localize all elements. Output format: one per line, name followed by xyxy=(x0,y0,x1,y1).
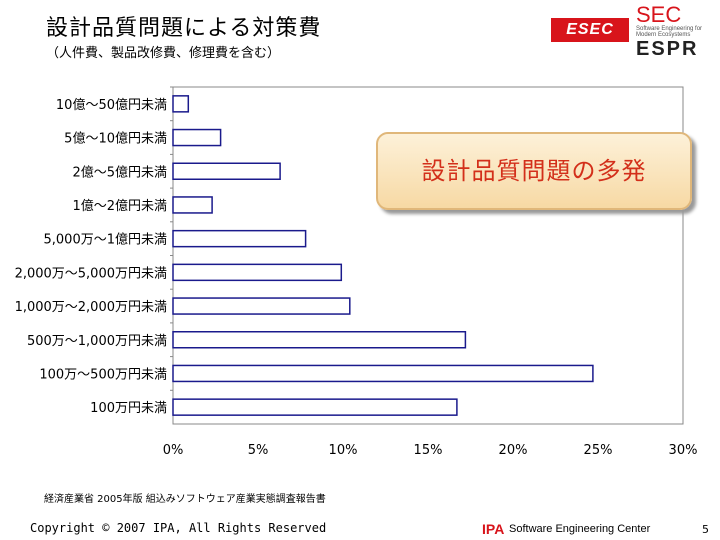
y-tick-label: 2億～5億円未満 xyxy=(72,164,167,180)
bar xyxy=(172,398,458,416)
bar xyxy=(172,95,190,113)
y-tick-label: 10億～50億円未満 xyxy=(56,97,167,113)
x-tick-label: 30% xyxy=(669,443,698,458)
sec-logo: SEC xyxy=(636,2,682,27)
page-subtitle: （人件費、製品改修費、修理費を含む） xyxy=(46,46,281,61)
bar xyxy=(172,297,351,315)
bar xyxy=(172,229,307,248)
bar xyxy=(172,196,213,214)
page-number: 5 xyxy=(702,523,709,536)
x-tick-label: 0% xyxy=(163,443,184,458)
y-tick-label: 5億～10億円未満 xyxy=(64,131,167,147)
copyright-text: Copyright © 2007 IPA, All Rights Reserve… xyxy=(30,521,327,535)
bar xyxy=(172,331,467,349)
x-tick-label: 15% xyxy=(414,443,443,458)
bar xyxy=(172,162,281,180)
y-tick-label: 5,000万～1億円未満 xyxy=(44,232,168,248)
y-tick-label: 1億～2億円未満 xyxy=(72,198,167,214)
source-note: 経済産業省 2005年版 組込みソフトウェア産業実態調査報告書 xyxy=(44,494,326,505)
y-tick-label: 500万～1,000万円未満 xyxy=(27,334,167,349)
ipa-logo: IPA xyxy=(482,521,505,537)
callout-box: 設計品質問題の多発 xyxy=(376,132,692,210)
x-tick-label: 25% xyxy=(584,443,613,458)
x-tick-label: 20% xyxy=(499,443,528,458)
bar xyxy=(172,364,594,383)
sec-logo-subtext: Software Engineering for Modern Ecosyste… xyxy=(636,26,703,38)
sec-center-label: Software Engineering Center xyxy=(509,523,651,535)
y-tick-label: 2,000万～5,000万円未満 xyxy=(15,266,167,281)
bar xyxy=(172,128,222,147)
espr-logo: ESPR xyxy=(636,38,699,60)
x-tick-label: 10% xyxy=(329,443,358,458)
esec-logo: ESEC xyxy=(551,18,629,42)
y-tick-label: 1,000万～2,000万円未満 xyxy=(15,300,167,315)
page-title: 設計品質問題による対策費 xyxy=(46,16,322,41)
bar xyxy=(172,263,343,282)
y-tick-label: 100万円未満 xyxy=(90,401,167,416)
y-tick-label: 100万～500万円未満 xyxy=(39,367,167,382)
x-tick-label: 5% xyxy=(248,443,269,458)
